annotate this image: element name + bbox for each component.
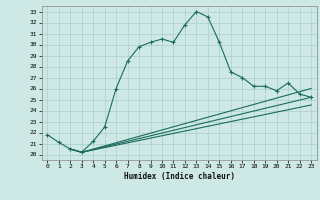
X-axis label: Humidex (Indice chaleur): Humidex (Indice chaleur) <box>124 172 235 181</box>
